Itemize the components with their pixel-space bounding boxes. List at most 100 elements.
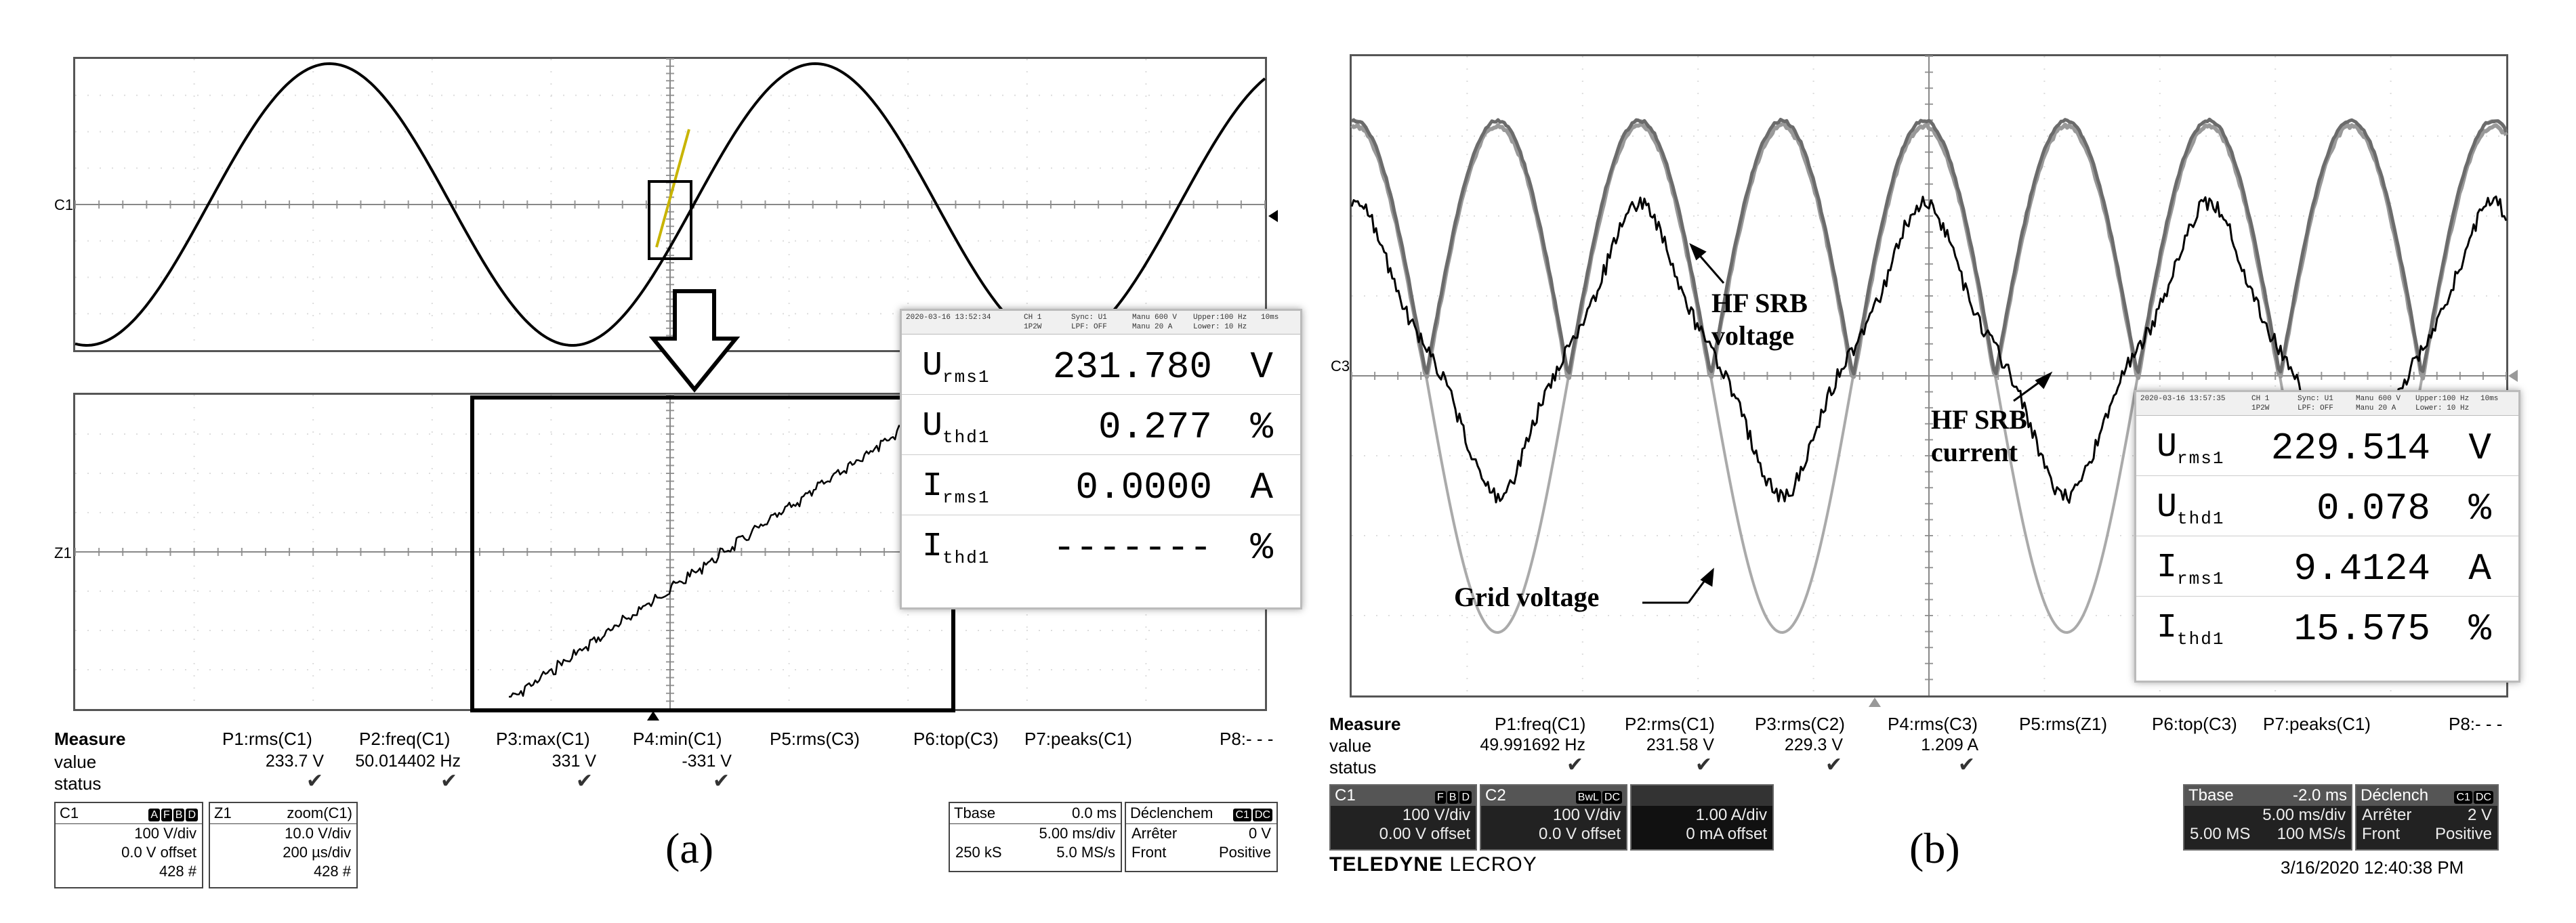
a-c1-badge-b: B [173, 809, 185, 821]
b-c2-vdiv: 100 V/div [1552, 806, 1621, 824]
a-z1-title: Z1 [214, 804, 232, 821]
b-param-p6[interactable]: P6:top(C3) [2152, 714, 2237, 734]
b-c2-badge-dc: DC [1602, 791, 1622, 804]
a-power-header: 2020-03-16 13:52:34 CH 1 1P2W Sync: U1 L… [902, 311, 1300, 335]
b-c2-descriptor[interactable]: C2 BwL DC 100 V/div 0.0 V offset [1480, 784, 1627, 851]
b-timebase-descriptor[interactable]: Tbase -2.0 ms 5.00 ms/div 5.00 MS 100 MS/s [2183, 784, 2352, 851]
b-power-lower: Lower: 10 Hz [2415, 404, 2470, 412]
a-z1-descriptor[interactable]: Z1 zoom(C1) 10.0 V/div 200 µs/div 428 # [209, 802, 358, 888]
a-c1-vdiv: 100 V/div [134, 825, 196, 842]
b-tbase-tdiv: 5.00 ms/div [2262, 806, 2346, 824]
b-power-row-uthd: Uthd1 0.078% [2136, 476, 2518, 536]
b-c3-marker[interactable]: C3 [1331, 358, 1350, 374]
b-c1-badge-b: B [1447, 791, 1459, 804]
a-subfigure-label: (a) [665, 824, 714, 872]
b-param-p5[interactable]: P5:rms(Z1) [2019, 714, 2107, 734]
a-power-row-uthd: Uthd1 0.277% [902, 395, 1300, 455]
b-power-upper: Upper:100 Hz [2415, 395, 2470, 403]
b-c3-descriptor[interactable]: 1.00 A/div 0 mA offset [1630, 784, 1774, 851]
a-param-p7[interactable]: P7:peaks(C1) [1024, 729, 1132, 749]
b-param-p7[interactable]: P7:peaks(C1) [2263, 714, 2371, 734]
a-power-analyzer-window: 2020-03-16 13:52:34 CH 1 1P2W Sync: U1 L… [900, 309, 1302, 609]
b-measure-header: Measure [1329, 714, 1401, 734]
a-trig-badge-c1: C1 [1233, 809, 1251, 821]
a-power-row-irms: Irms1 0.0000 A [902, 455, 1300, 515]
a-trigger-descriptor[interactable]: Déclenchem C1 DC Arrêter 0 V Front Positive [1125, 802, 1278, 872]
b-c3-vdiv: 1.00 A/div [1695, 806, 1767, 824]
a-param-p4[interactable]: P4:min(C1) [633, 729, 722, 749]
a-z1-marker[interactable]: Z1 [54, 544, 72, 561]
a-power-manu-v: Manu 600 V [1132, 314, 1178, 322]
b-annot-grid-voltage: Grid voltage [1454, 582, 1600, 612]
a-measure-header: Measure [54, 729, 126, 749]
b-c1-descriptor[interactable]: C1 F B D 100 V/div 0.00 V offset [1329, 784, 1477, 851]
b-c1-badge-d: D [1459, 791, 1472, 804]
b-param-p8[interactable]: P8:- - - [2449, 714, 2503, 734]
b-param-p2-value: 231.58 V [1646, 735, 1714, 754]
a-tbase-rate: 5.0 MS/s [1056, 844, 1115, 861]
a-zoom-region[interactable] [648, 180, 692, 260]
a-param-p2[interactable]: P2:freq(C1) [359, 729, 451, 749]
a-power-time: 10ms [1261, 314, 1279, 322]
a-timebase-descriptor[interactable]: Tbase 0.0 ms 5.00 ms/div 250 kS 5.0 MS/s [949, 802, 1122, 872]
b-param-p3[interactable]: P3:rms(C2) [1755, 714, 1845, 734]
a-c1-badge-d: D [186, 809, 198, 821]
a-c1-badge-f: F [161, 809, 172, 821]
b-brand-logo: TELEDYNE LECROY [1329, 853, 1537, 876]
b-power-analyzer-window: 2020-03-16 13:57:35 CH 1 1P2W Sync: U1 L… [2134, 390, 2520, 683]
a-z1-vdiv: 10.0 V/div [285, 825, 351, 842]
b-tbase-rate: 100 MS/s [2277, 825, 2346, 843]
b-c2-badge-bwl: BwL [1575, 791, 1601, 804]
b-trig-mode: Arrêter [2362, 806, 2412, 824]
a-tbase-title: Tbase [954, 804, 996, 821]
b-tbase-title: Tbase [2188, 786, 2234, 804]
a-trig-mode: Arrêter [1131, 825, 1178, 842]
b-param-p1[interactable]: P1:freq(C1) [1495, 714, 1586, 734]
a-power-manu-a: Manu 20 A [1132, 323, 1173, 331]
a-param-p3-value: 331 V [552, 752, 596, 771]
a-param-p3[interactable]: P3:max(C1) [496, 729, 590, 749]
a-trig-level: 0 V [1248, 825, 1271, 842]
a-param-p6[interactable]: P6:top(C3) [913, 729, 999, 749]
a-trigger-level-icon[interactable] [1268, 210, 1278, 222]
b-trigger-descriptor[interactable]: Déclench C1 DC Arrêter 2 V Front Positive [2355, 784, 2499, 851]
a-param-p2-value: 50.014402 Hz [355, 752, 461, 771]
b-measure-value-label: value [1329, 735, 1372, 756]
a-z1-subtitle: zoom(C1) [287, 804, 352, 821]
a-param-p8[interactable]: P8:- - - [1220, 729, 1274, 749]
b-c1-offset: 0.00 V offset [1379, 825, 1470, 843]
b-timestamp: 3/16/2020 12:40:38 PM [2281, 857, 2464, 878]
a-param-p1-value: 233.7 V [265, 752, 324, 771]
b-power-manu-a: Manu 20 A [2356, 404, 2396, 412]
b-c1-badge-f: F [1434, 791, 1446, 804]
a-c1-count: 428 # [159, 863, 196, 880]
b-power-time: 10ms [2480, 395, 2499, 403]
b-power-manu-v: Manu 600 V [2356, 395, 2401, 403]
a-param-p1[interactable]: P1:rms(C1) [222, 729, 312, 749]
a-c1-marker[interactable]: C1 [54, 196, 74, 213]
b-param-p1-check-icon: ✔ [1566, 754, 1584, 776]
b-param-p2[interactable]: P2:rms(C1) [1625, 714, 1715, 734]
a-power-date: 2020-03-16 13:52:34 [906, 314, 991, 322]
b-param-p4-value: 1.209 A [1921, 735, 1978, 754]
b-power-lpf: LPF: OFF [2298, 404, 2333, 412]
b-param-p4[interactable]: P4:rms(C3) [1888, 714, 1978, 734]
b-c2-title: C2 [1485, 786, 1506, 804]
a-param-p5[interactable]: P5:rms(C3) [770, 729, 860, 749]
b-power-ch: CH 1 [2251, 395, 2270, 403]
b-trigger-level-icon[interactable] [2508, 370, 2518, 382]
b-tbase-offset: -2.0 ms [2292, 786, 2347, 804]
a-measure-value-label: value [54, 752, 97, 772]
a-top-gridlines [75, 58, 1266, 351]
b-c2-offset: 0.0 V offset [1539, 825, 1621, 843]
b-trig-badge-c1: C1 [2454, 791, 2472, 804]
a-power-lower: Lower: 10 Hz [1193, 323, 1247, 331]
b-param-p3-check-icon: ✔ [1825, 754, 1843, 776]
a-param-p1-check-icon: ✔ [306, 770, 324, 792]
a-power-ch: CH 1 [1024, 314, 1042, 322]
a-c1-offset: 0.0 V offset [121, 844, 196, 861]
a-param-p4-value: -331 V [682, 752, 732, 771]
b-annot-hf-srb-current: HF SRB current [1931, 404, 2027, 467]
b-trig-slope: Positive [2434, 825, 2492, 843]
